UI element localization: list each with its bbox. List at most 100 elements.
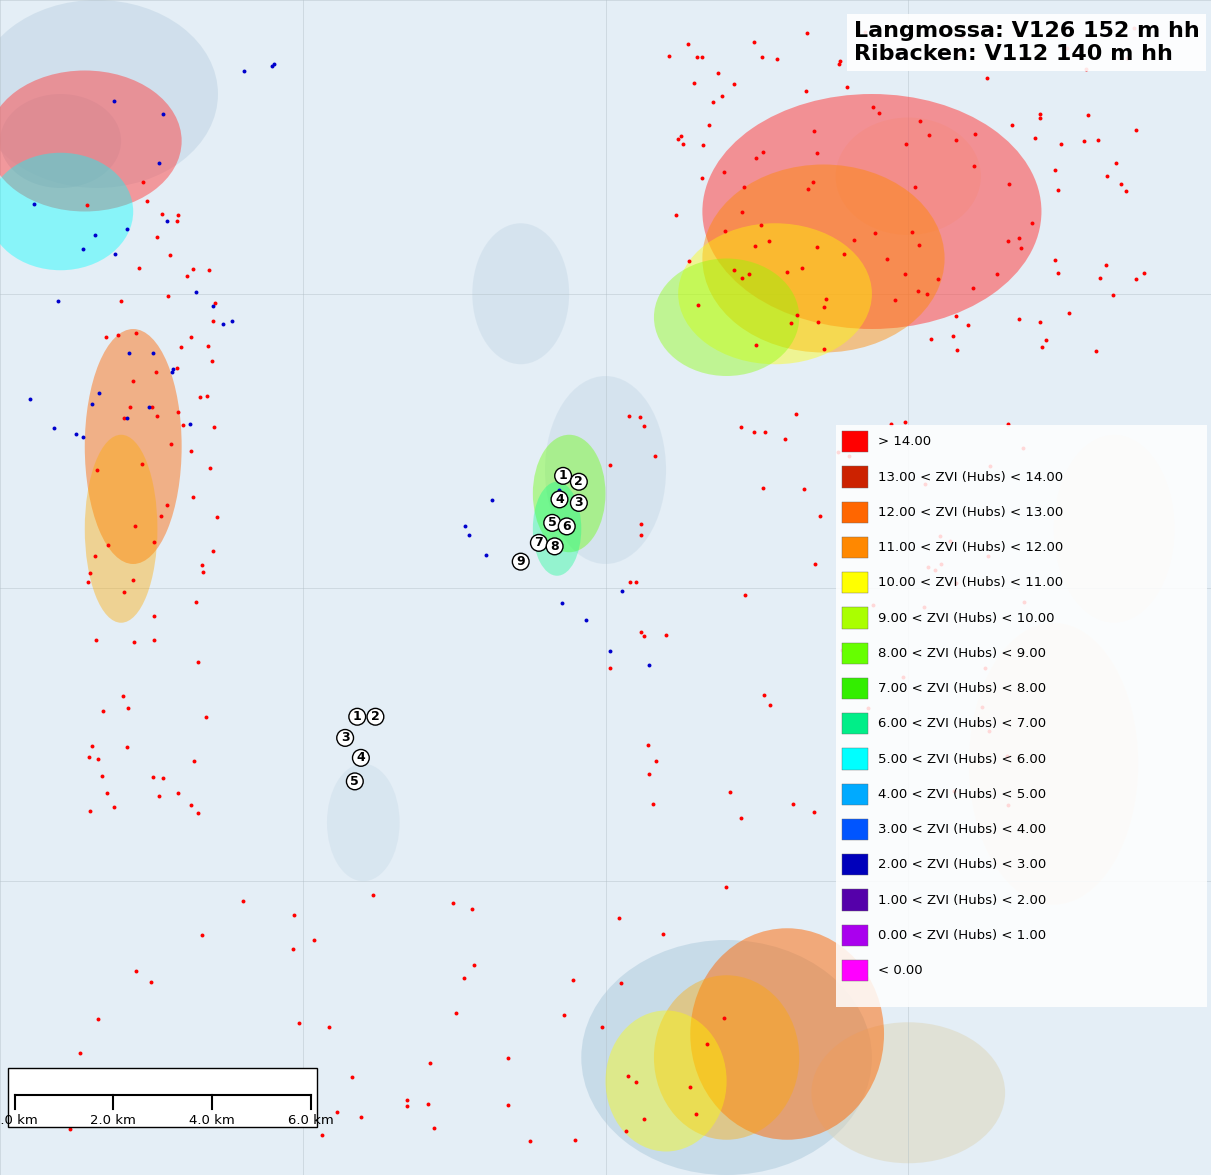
Text: 6: 6 [562, 519, 572, 533]
Ellipse shape [811, 1022, 1005, 1163]
Point [88, 1009, 108, 1028]
Text: 4: 4 [555, 492, 564, 506]
Point [1048, 263, 1067, 282]
Point [183, 488, 202, 506]
Point [751, 216, 770, 235]
Point [1117, 182, 1136, 201]
Point [1014, 592, 1033, 611]
Point [1074, 132, 1094, 150]
Point [782, 314, 802, 333]
Point [1112, 175, 1131, 194]
Point [731, 417, 751, 436]
Point [612, 582, 631, 600]
Point [168, 212, 188, 230]
Point [745, 33, 764, 52]
Point [659, 47, 678, 66]
Point [816, 290, 836, 309]
Point [909, 236, 929, 255]
Point [443, 893, 463, 912]
Point [125, 517, 144, 536]
Point [447, 1003, 466, 1022]
Point [120, 397, 139, 416]
Text: 8: 8 [550, 539, 559, 553]
Point [80, 564, 99, 583]
Point [635, 417, 654, 436]
Point [200, 260, 219, 278]
Point [945, 781, 964, 800]
Point [162, 363, 182, 382]
Point [775, 430, 794, 449]
Text: 7: 7 [534, 536, 544, 550]
Text: Langmossa: V126 152 m hh
Ribacken: V112 140 m hh: Langmossa: V126 152 m hh Ribacken: V112 … [854, 21, 1200, 65]
Point [24, 195, 44, 214]
Point [678, 35, 698, 54]
Point [263, 56, 282, 75]
Point [869, 103, 889, 122]
Point [477, 545, 497, 564]
Point [620, 407, 639, 425]
Point [455, 517, 475, 536]
Ellipse shape [545, 376, 666, 564]
Point [454, 969, 474, 988]
Point [975, 659, 994, 678]
Text: 5: 5 [547, 516, 557, 530]
Point [601, 658, 620, 677]
Point [631, 623, 650, 642]
Point [717, 878, 736, 897]
Text: 9.00 < ZVI (Hubs) < 10.00: 9.00 < ZVI (Hubs) < 10.00 [878, 611, 1055, 625]
Point [672, 127, 691, 146]
Point [753, 478, 773, 497]
Point [149, 154, 168, 173]
Point [111, 291, 131, 310]
Point [189, 653, 208, 672]
Point [1107, 153, 1126, 172]
Point [130, 258, 149, 277]
Point [592, 1018, 612, 1036]
Text: > 14.00: > 14.00 [878, 435, 931, 449]
Point [61, 1120, 80, 1139]
Point [351, 1108, 371, 1127]
Text: 4.00 < ZVI (Hubs) < 5.00: 4.00 < ZVI (Hubs) < 5.00 [878, 787, 1046, 801]
Point [668, 129, 688, 148]
Point [777, 263, 797, 282]
Point [647, 751, 666, 770]
Point [149, 787, 168, 806]
Point [1045, 250, 1064, 269]
Point [285, 906, 304, 925]
Point [731, 808, 751, 827]
Point [184, 752, 203, 771]
Point [1022, 214, 1041, 233]
Point [693, 169, 712, 188]
Point [810, 506, 830, 525]
Point [906, 177, 925, 196]
Point [168, 206, 188, 224]
Point [151, 506, 171, 525]
Point [834, 244, 854, 263]
Text: < 0.00: < 0.00 [878, 963, 923, 978]
Point [616, 1122, 636, 1141]
Point [627, 1073, 647, 1092]
Point [464, 955, 483, 974]
Point [696, 1035, 716, 1054]
Point [946, 573, 965, 592]
Point [724, 74, 744, 93]
Point [157, 496, 177, 515]
Point [104, 92, 124, 110]
Point [947, 341, 966, 360]
Point [88, 750, 108, 768]
Point [1097, 167, 1117, 186]
Point [639, 765, 659, 784]
Point [673, 135, 693, 154]
Point [90, 384, 109, 403]
Point [708, 63, 728, 82]
Point [178, 267, 197, 286]
Point [194, 563, 213, 582]
Point [797, 81, 816, 100]
Point [153, 204, 172, 223]
Point [919, 126, 939, 145]
Point [716, 222, 735, 241]
Point [914, 598, 934, 617]
Point [808, 237, 827, 256]
Point [838, 78, 857, 96]
Point [930, 526, 949, 545]
